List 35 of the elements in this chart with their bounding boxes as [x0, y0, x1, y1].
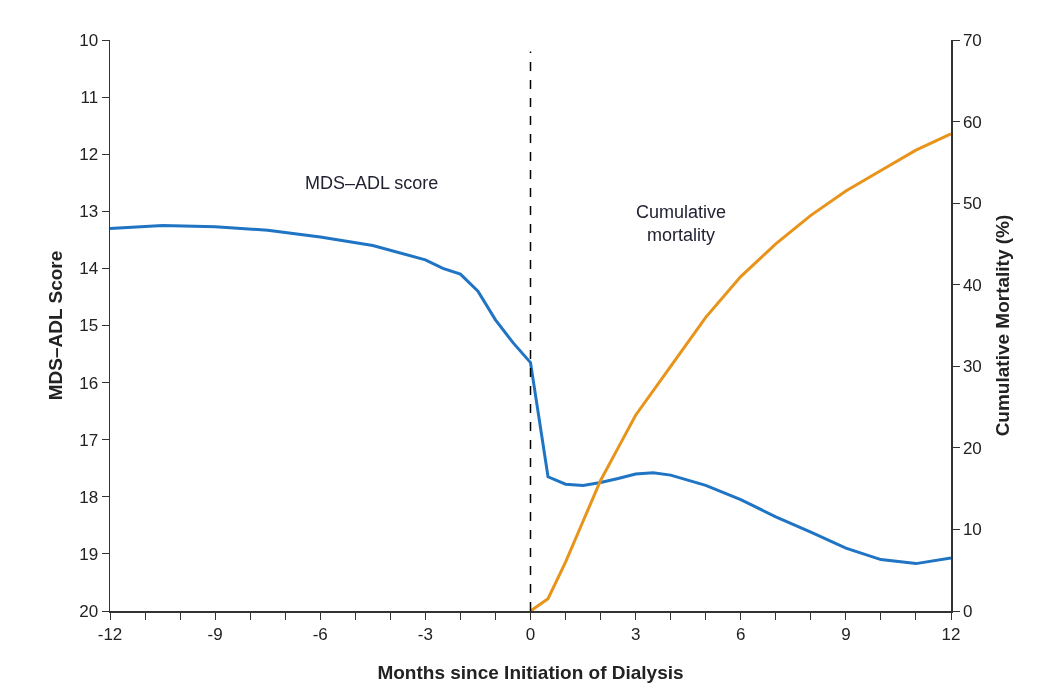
y2-tick-label: 10 [962, 520, 982, 540]
y-tick-label: 14 [79, 259, 99, 279]
y-tick-label: 18 [79, 487, 99, 507]
y2-tick-label: 60 [962, 112, 982, 132]
x-tick-label: 3 [630, 624, 641, 644]
x-tick-label: 9 [841, 624, 851, 644]
x-axis-title: Months since Initiation of Dialysis [377, 661, 684, 683]
x-tick-label: 12 [941, 624, 961, 644]
x-tick-label: -9 [207, 624, 223, 644]
series-label: Cumulative mortality [636, 202, 727, 246]
y2-tick-label: 70 [962, 30, 982, 50]
y-tick-label: 15 [79, 316, 99, 336]
y-tick-label: 17 [79, 430, 99, 450]
y2-tick-label: 30 [962, 357, 982, 377]
y-axis-title: MDS–ADL Score [44, 250, 66, 401]
x-tick-label: -3 [417, 624, 433, 644]
y2-tick-label: 50 [962, 194, 982, 214]
y2-tick-label: 20 [962, 438, 982, 458]
x-tick-label: -12 [97, 624, 123, 644]
y-tick-label: 12 [79, 145, 99, 165]
y-tick-label: 11 [80, 88, 99, 108]
x-tick-label: 6 [736, 624, 746, 644]
x-tick-label: -6 [312, 624, 328, 644]
y-tick-label: 20 [79, 601, 99, 621]
y-tick-label: 10 [79, 30, 99, 50]
y2-axis-title: Cumulative Mortality (%) [992, 214, 1013, 437]
y-tick-label: 19 [79, 544, 99, 564]
x-tick-label: 0 [525, 624, 536, 644]
text: MDS–ADL score [305, 173, 439, 193]
y-tick-label: 16 [79, 373, 99, 393]
line-series [529, 132, 951, 611]
y-tick-label: 13 [79, 202, 99, 222]
y2-tick-label: 40 [962, 275, 982, 295]
line-series [110, 224, 951, 566]
y2-tick-label: 0 [962, 601, 973, 621]
